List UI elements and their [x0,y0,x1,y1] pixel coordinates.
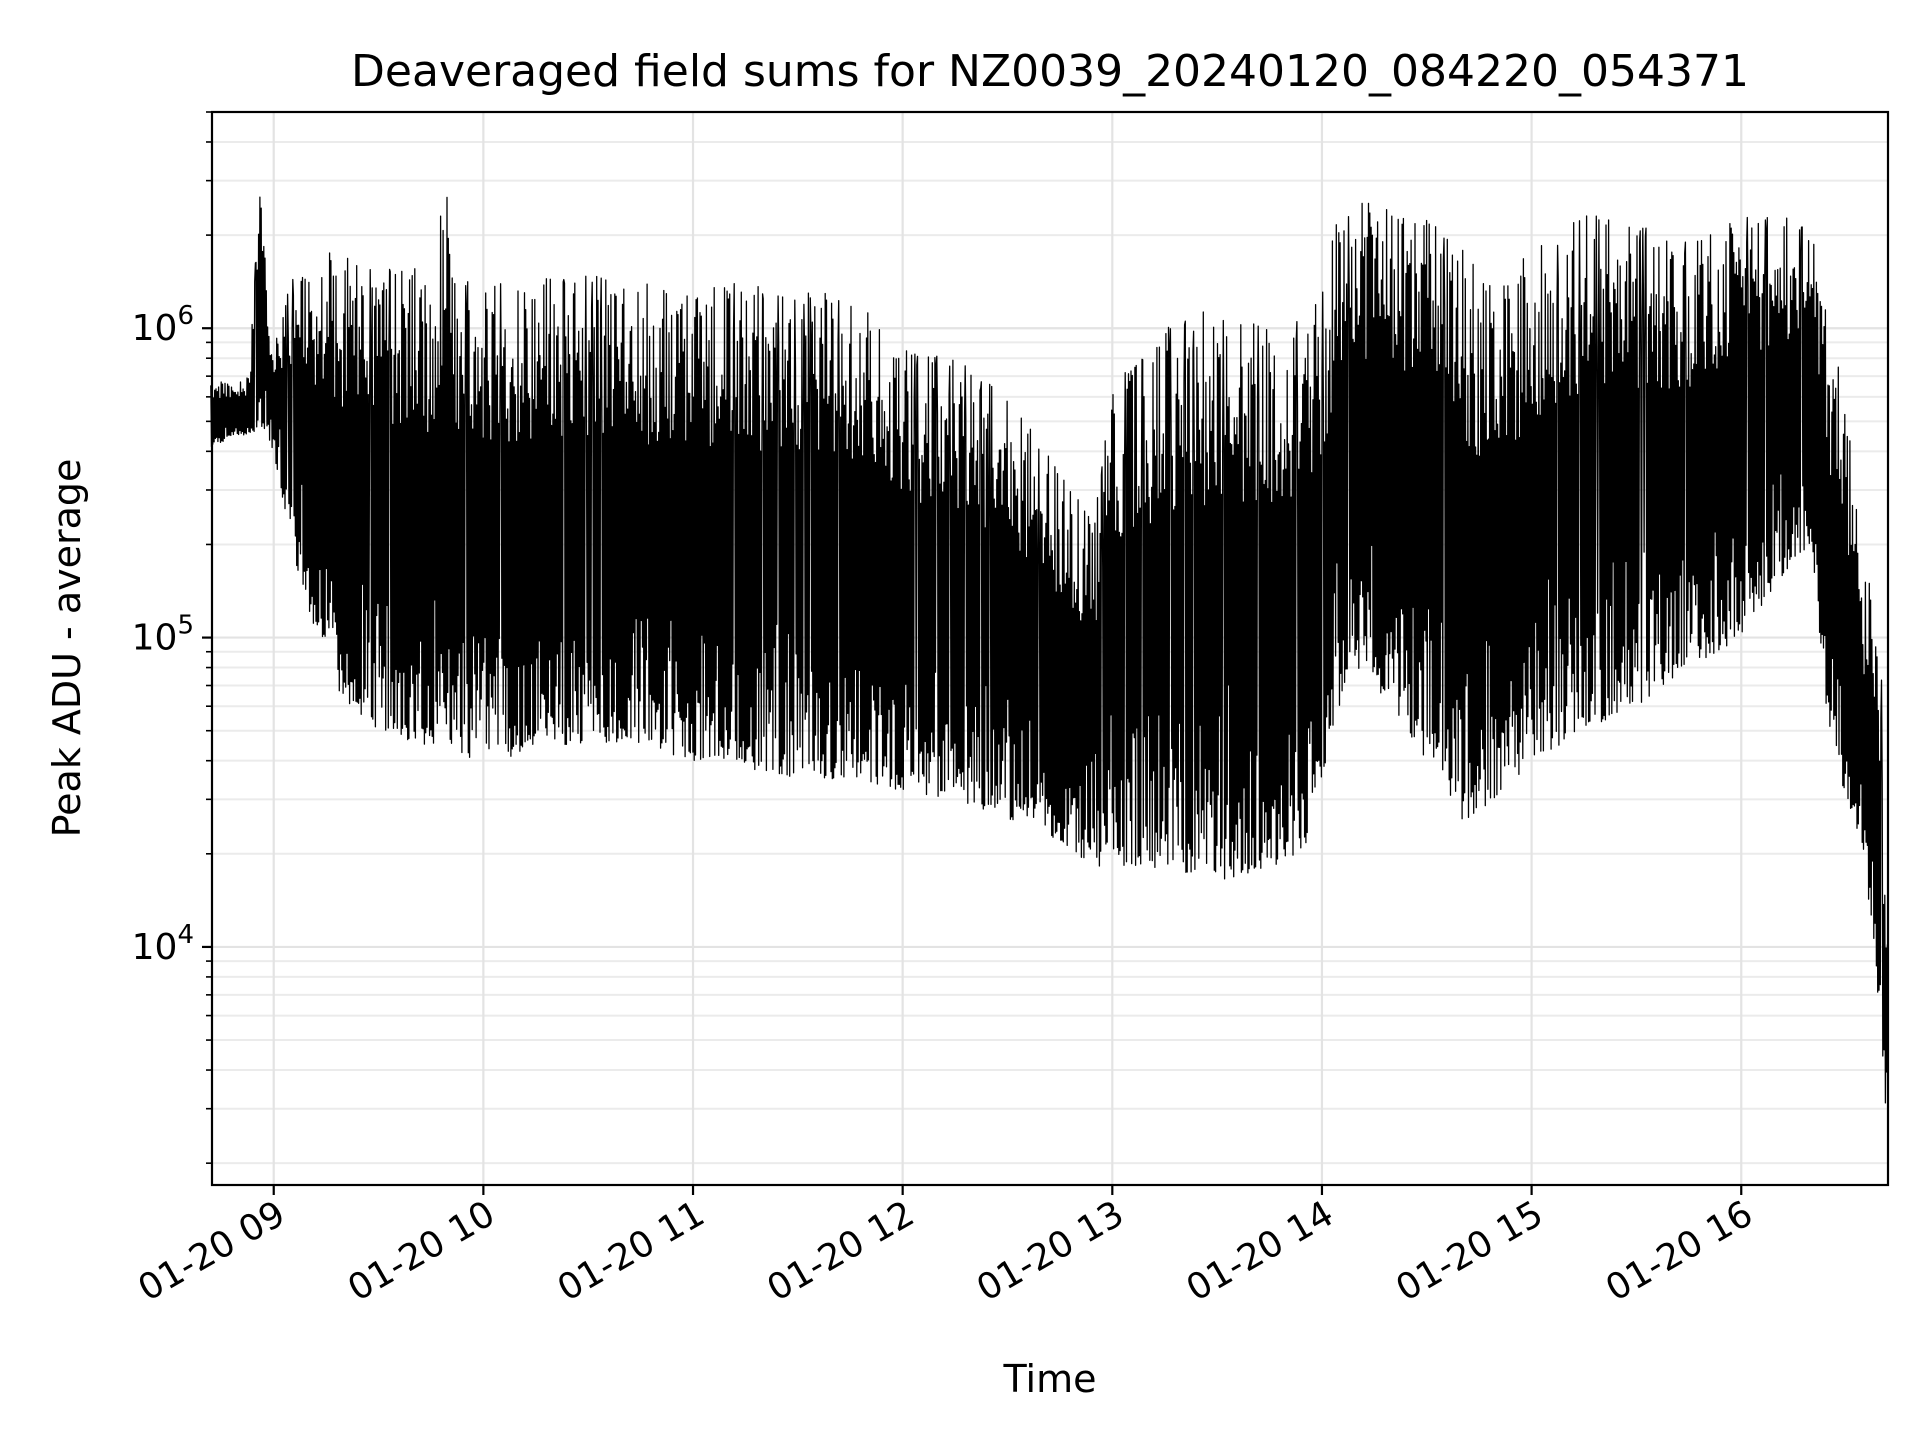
x-tick-label: 01-20 11 [551,1193,712,1309]
x-tick-label: 01-20 10 [341,1193,502,1309]
y-tick-label: 106 [132,301,194,349]
x-tick-label: 01-20 13 [970,1193,1131,1309]
y-tick-label: 104 [132,920,194,968]
x-tick-label: 01-20 16 [1599,1193,1760,1309]
y-tick-exponent: 5 [177,611,194,641]
x-tick-label: 01-20 15 [1389,1193,1550,1309]
y-tick-label: 105 [132,611,194,659]
series-line [210,196,1889,1132]
chart-title: Deaveraged field sums for NZ0039_2024012… [351,46,1749,97]
x-tick-label: 01-20 12 [760,1193,921,1309]
y-tick-base: 10 [132,927,178,968]
y-tick-base: 10 [132,308,178,349]
y-axis-label: Peak ADU - average [45,459,89,838]
x-tick-label: 01-20 14 [1180,1193,1341,1309]
series-layer [210,196,1889,1132]
x-tick-label: 01-20 09 [132,1193,293,1309]
y-tick-exponent: 6 [177,301,194,331]
plot-frame [210,110,1890,1187]
y-tick-base: 10 [132,618,178,659]
x-axis-label: Time [1003,1357,1097,1401]
y-tick-exponent: 4 [177,920,194,950]
